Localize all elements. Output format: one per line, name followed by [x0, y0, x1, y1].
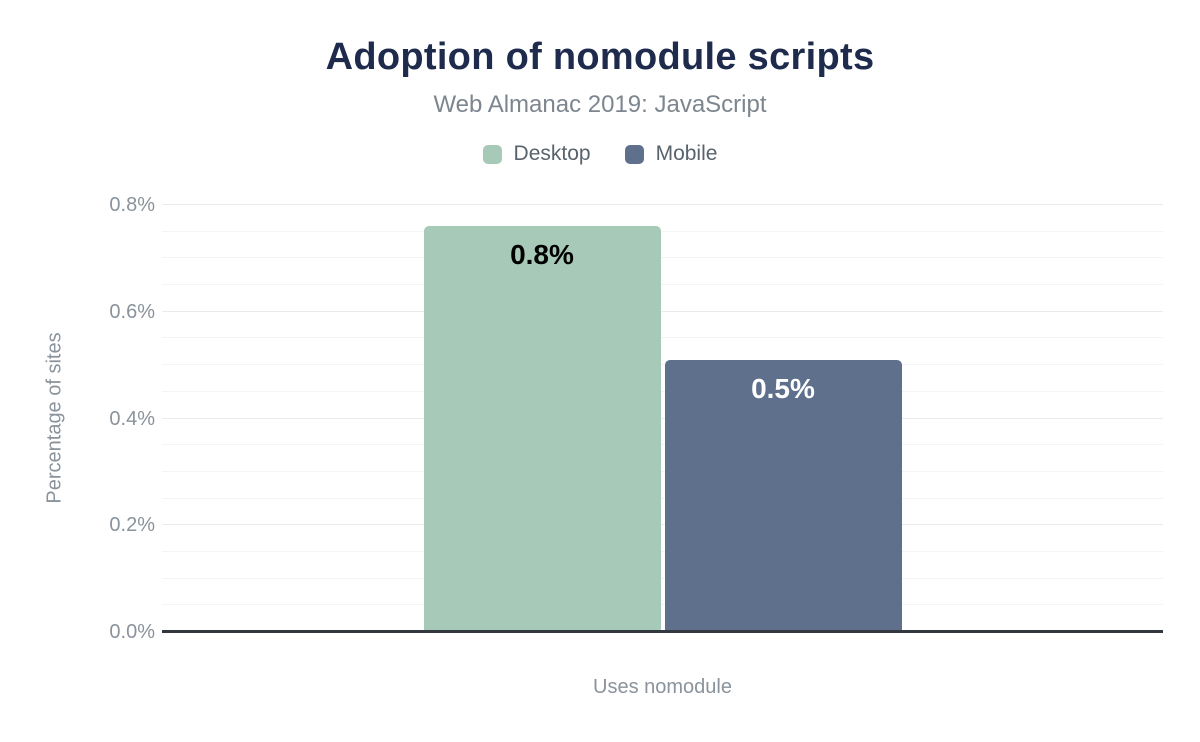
- gridline-minor: [162, 257, 1163, 259]
- y-tick-label: 0.6%: [109, 300, 155, 323]
- gridline-minor: [162, 284, 1163, 286]
- gridline-major: [162, 524, 1163, 526]
- y-tick-label: 0.2%: [109, 514, 155, 537]
- gridline-major: [162, 204, 1163, 205]
- bar-desktop[interactable]: 0.8%: [423, 226, 661, 632]
- x-tick-label: Uses nomodule: [593, 676, 732, 698]
- legend-swatch-mobile: [624, 144, 644, 164]
- gridline-minor: [162, 230, 1163, 232]
- gridline-minor: [162, 337, 1163, 339]
- gridline-minor: [162, 390, 1163, 392]
- bar-value-label-mobile: 0.5%: [751, 372, 815, 404]
- legend-item-desktop[interactable]: Desktop: [482, 142, 591, 166]
- gridline-minor: [162, 470, 1163, 472]
- gridline-minor: [162, 444, 1163, 446]
- gridline-major: [162, 417, 1163, 419]
- y-tick-labels: 0.0% 0.2% 0.4% 0.6% 0.8%: [0, 194, 155, 643]
- chart-title: Adoption of nomodule scripts: [325, 36, 875, 78]
- legend-label: Mobile: [655, 142, 718, 165]
- gridline-minor: [162, 577, 1163, 579]
- gridline-major: [162, 310, 1163, 312]
- plot-area: 0.8% 0.5%: [162, 204, 1163, 633]
- legend-item-mobile[interactable]: Mobile: [624, 142, 718, 166]
- y-tick-label: 0.4%: [109, 407, 155, 430]
- legend-swatch-desktop: [482, 144, 502, 164]
- gridline-minor: [162, 364, 1163, 366]
- gridline-minor: [162, 604, 1163, 606]
- x-axis-baseline: [162, 630, 1163, 633]
- gridline-minor: [162, 497, 1163, 499]
- y-tick-label: 0.0%: [109, 621, 155, 643]
- gridline-minor: [162, 550, 1163, 552]
- chart-subtitle: Web Almanac 2019: JavaScript: [433, 91, 767, 118]
- legend-label: Desktop: [513, 142, 591, 165]
- legend: Desktop Mobile: [0, 142, 1200, 166]
- bar-mobile[interactable]: 0.5%: [664, 359, 902, 632]
- bar-value-label-desktop: 0.8%: [510, 239, 574, 271]
- y-tick-label: 0.8%: [109, 194, 155, 216]
